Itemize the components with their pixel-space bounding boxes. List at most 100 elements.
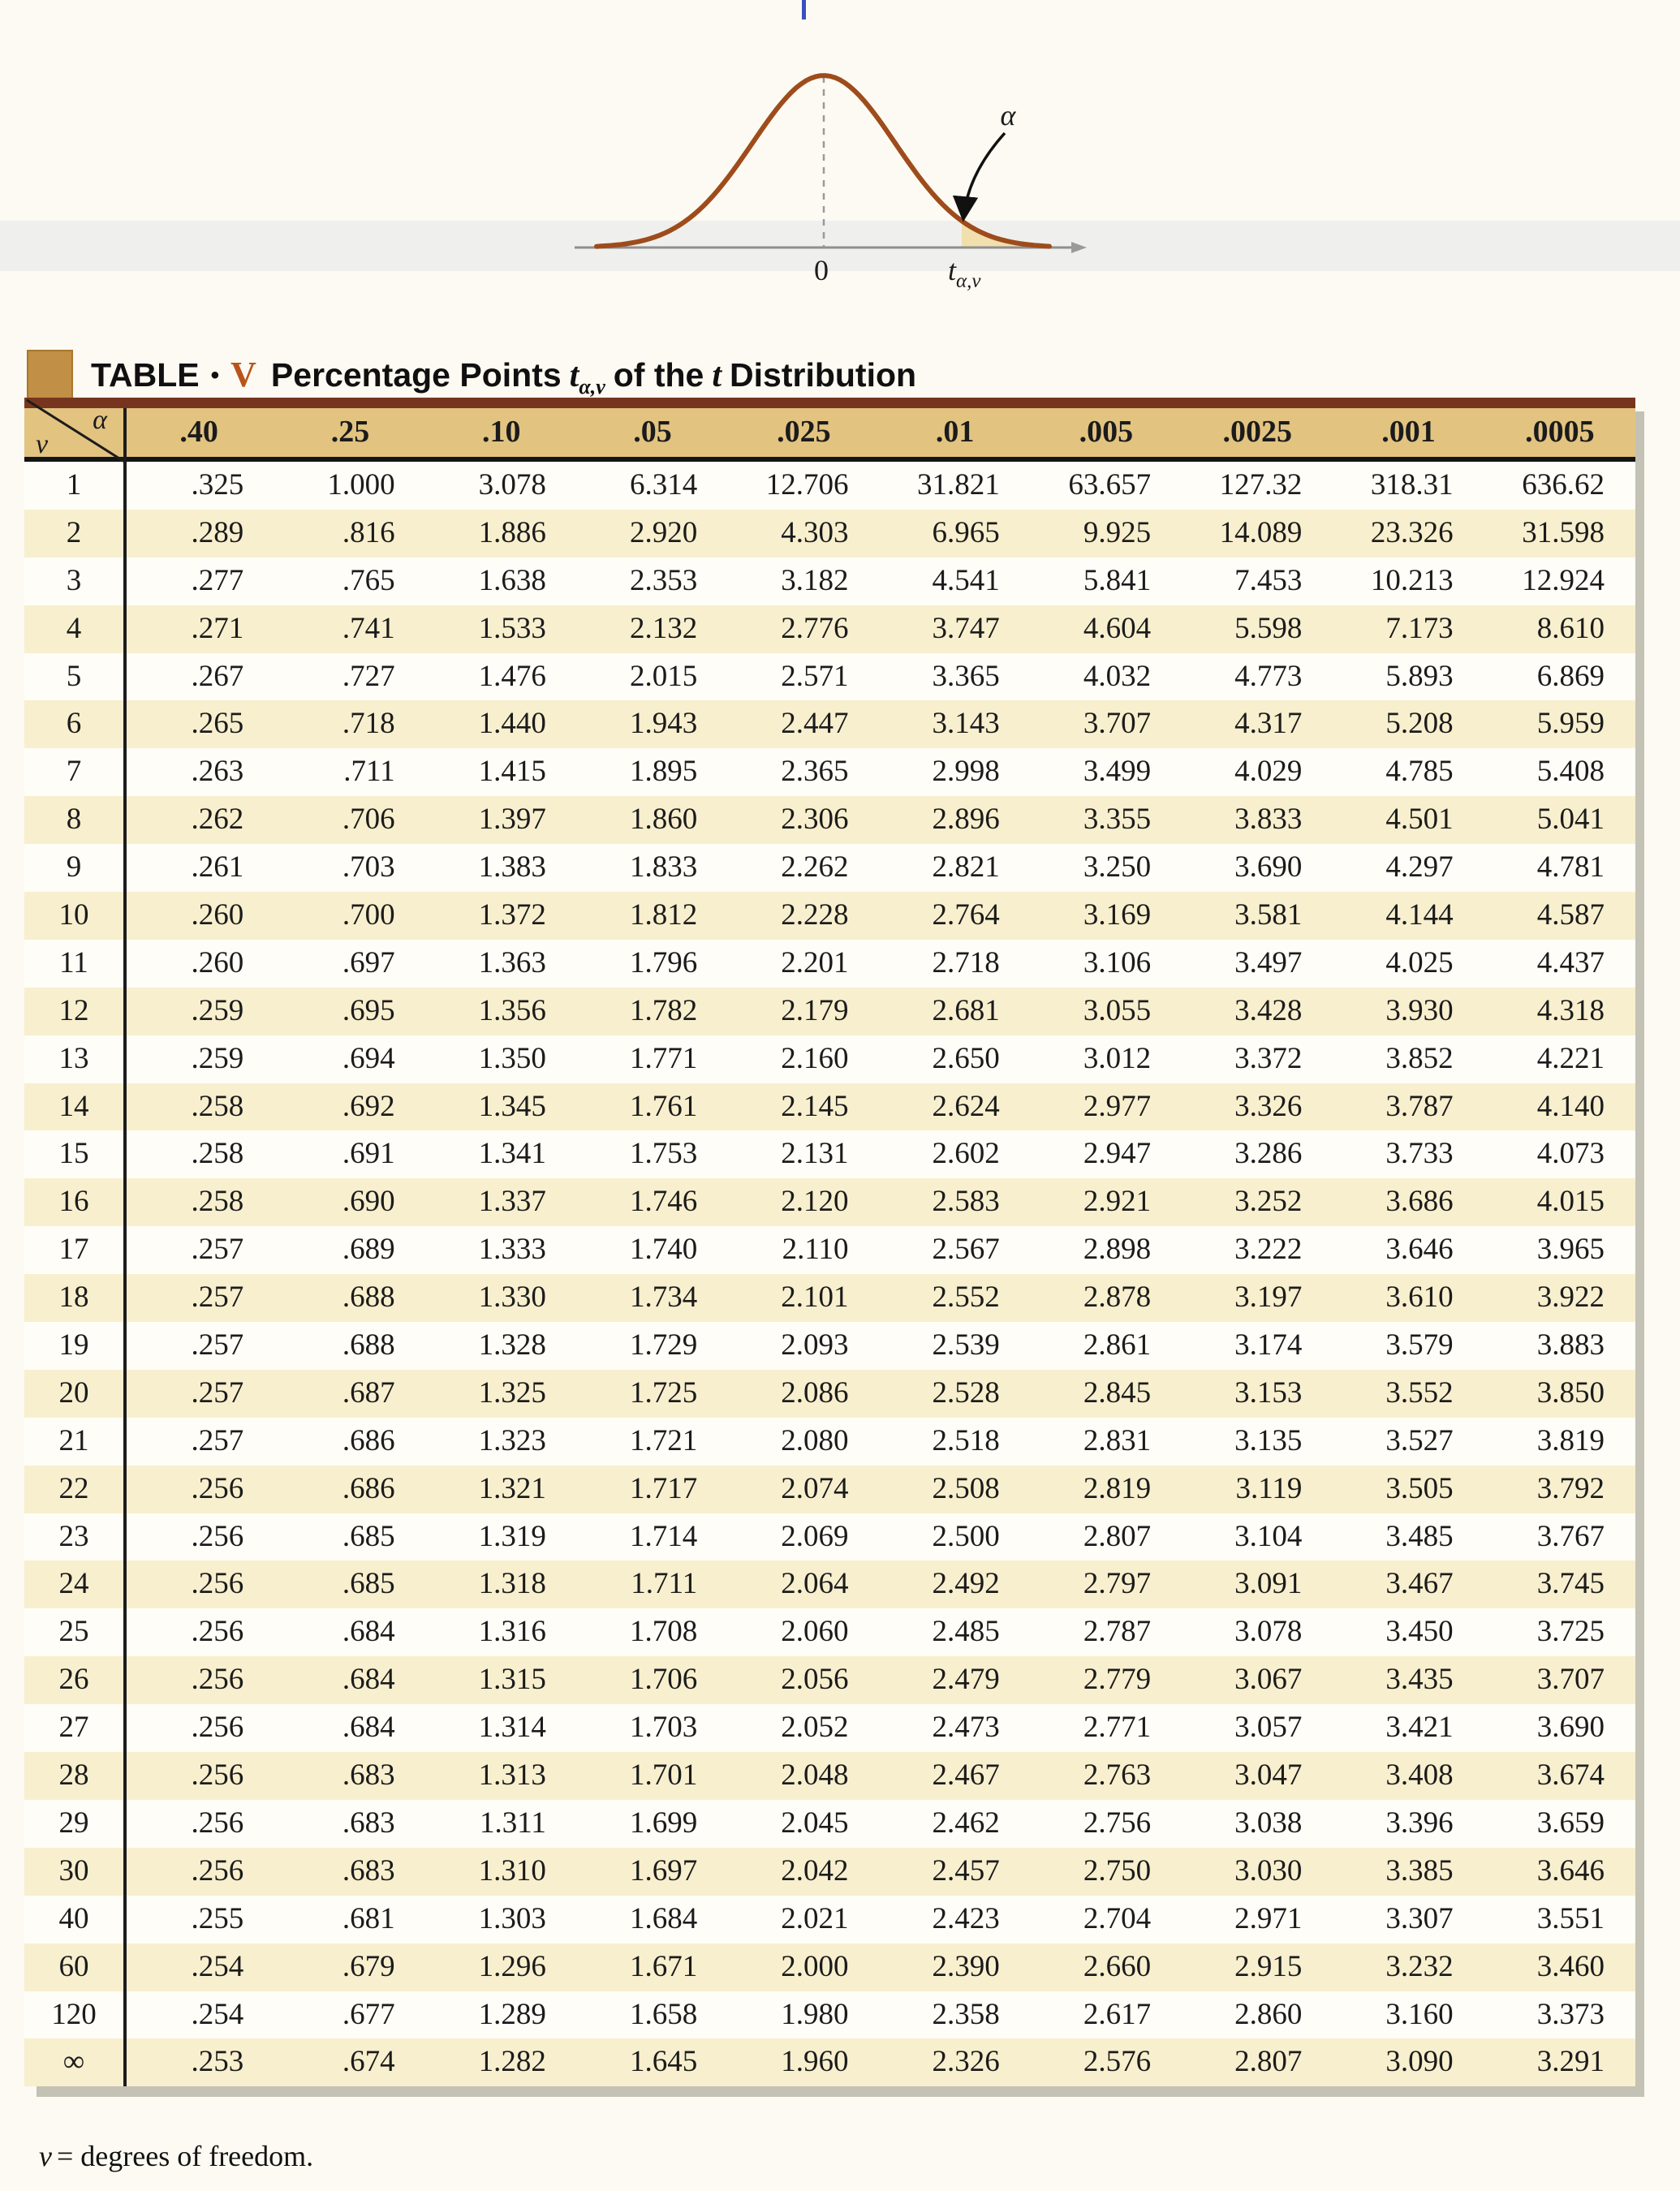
value-cell: 5.408: [1536, 755, 1605, 789]
t-critical-value-label: tα,ν: [948, 254, 981, 292]
value-cell: 3.428: [1234, 993, 1303, 1027]
value-cell: 2.807: [1234, 2045, 1303, 2079]
value-cell: .703: [342, 850, 395, 885]
table-row: 18 .257 .688 1.330 1.734 2.101 2.552 2.878 3.197…: [24, 1274, 1635, 1323]
value-cell: 2.539: [932, 1328, 1000, 1362]
value-cell: .258: [191, 1089, 244, 1123]
value-cell: .325: [191, 468, 244, 501]
value-cell: 2.831: [1083, 1423, 1152, 1457]
value-cell: 2.056: [781, 1663, 849, 1697]
value-cell: 1.337: [478, 1185, 546, 1219]
page-title: TABLE • V Percentage Points tα,v of the t Distr…: [91, 354, 916, 399]
value-cell: .256: [191, 1567, 244, 1601]
value-cell: .816: [342, 515, 395, 549]
value-cell: 1.330: [478, 1281, 546, 1315]
value-cell: 2.860: [1234, 1997, 1303, 2031]
value-cell: 6.965: [932, 515, 1000, 549]
df-cell: 28: [58, 1758, 89, 1793]
table-row: 60 .254 .679 1.296 1.671 2.000 2.390 2.660 2.915…: [24, 1943, 1635, 1991]
value-cell: 2.074: [781, 1471, 849, 1505]
value-cell: 2.576: [1083, 2045, 1152, 2079]
table-row: 8 .262 .706 1.397 1.860 2.306 2.896 3.355 3.833 4…: [24, 796, 1635, 845]
value-cell: 10.213: [1370, 563, 1454, 597]
df-cell: 22: [58, 1471, 89, 1505]
value-cell: 1.671: [629, 1949, 698, 1983]
value-cell: 2.064: [781, 1567, 849, 1601]
column-header: .001: [1381, 415, 1436, 449]
df-cell: 23: [58, 1519, 89, 1553]
value-cell: 1.356: [478, 993, 546, 1027]
value-cell: 2.971: [1234, 1901, 1303, 1935]
value-cell: 3.326: [1234, 1089, 1303, 1123]
value-cell: 1.717: [629, 1471, 698, 1505]
value-cell: 2.131: [781, 1137, 849, 1171]
value-cell: 3.104: [1234, 1519, 1303, 1553]
value-cell: 1.314: [478, 1711, 546, 1745]
value-cell: 2.750: [1083, 1853, 1152, 1888]
df-cell: 18: [58, 1281, 89, 1315]
value-cell: 63.657: [1068, 468, 1152, 501]
value-cell: 4.029: [1234, 755, 1303, 789]
df-cell: 60: [58, 1949, 89, 1983]
value-cell: 4.604: [1083, 611, 1152, 645]
value-cell: 4.501: [1385, 803, 1454, 837]
df-cell: 26: [58, 1663, 89, 1697]
value-cell: 4.025: [1385, 945, 1454, 979]
value-cell: 2.353: [629, 563, 698, 597]
df-cell: 7: [66, 755, 82, 789]
value-cell: 3.057: [1234, 1711, 1303, 1745]
df-cell: 24: [58, 1567, 89, 1601]
value-cell: 2.000: [781, 1949, 849, 1983]
value-cell: .727: [342, 659, 395, 693]
value-cell: 1.833: [629, 850, 698, 885]
value-cell: 3.373: [1536, 1997, 1605, 2031]
value-cell: 1.415: [478, 755, 546, 789]
value-cell: 4.781: [1536, 850, 1605, 885]
value-cell: 2.467: [932, 1758, 1000, 1793]
value-cell: 2.110: [782, 1233, 849, 1267]
df-cell: 1: [66, 468, 82, 501]
value-cell: .688: [342, 1328, 395, 1362]
value-cell: 1.296: [478, 1949, 546, 1983]
value-cell: 5.598: [1234, 611, 1303, 645]
table-row: 15 .258 .691 1.341 1.753 2.131 2.602 2.947 3.286…: [24, 1130, 1635, 1179]
df-cell: 11: [59, 945, 88, 979]
value-cell: 1.323: [478, 1423, 546, 1457]
column-header: .10: [481, 415, 521, 449]
value-cell: 3.485: [1385, 1519, 1454, 1553]
corner-nu-label: ν: [36, 429, 49, 459]
value-cell: .711: [343, 755, 395, 789]
value-cell: 1.383: [478, 850, 546, 885]
value-cell: .256: [191, 1806, 244, 1840]
value-cell: 1.711: [631, 1567, 698, 1601]
value-cell: 3.435: [1385, 1663, 1454, 1697]
value-cell: 3.674: [1536, 1758, 1605, 1793]
value-cell: 1.701: [629, 1758, 698, 1793]
value-cell: 2.201: [781, 945, 849, 979]
value-cell: 3.090: [1385, 2045, 1454, 2079]
value-cell: .253: [191, 2045, 244, 2079]
value-cell: 1.699: [629, 1806, 698, 1840]
table-row: 4 .271 .741 1.533 2.132 2.776 3.747 4.604 5.598 7…: [24, 605, 1635, 653]
alpha-tail-shaded-region: [962, 221, 1029, 248]
value-cell: 2.042: [781, 1853, 849, 1888]
value-cell: .258: [191, 1137, 244, 1171]
value-cell: 2.915: [1234, 1949, 1303, 1983]
table-row: 23 .256 .685 1.319 1.714 2.069 2.500 2.807 3.104…: [24, 1513, 1635, 1561]
value-cell: 1.753: [629, 1137, 698, 1171]
value-cell: .256: [191, 1853, 244, 1888]
value-cell: .688: [342, 1281, 395, 1315]
value-cell: 2.819: [1083, 1471, 1152, 1505]
value-cell: 2.650: [932, 1041, 1000, 1075]
value-cell: 3.450: [1385, 1615, 1454, 1649]
value-cell: 1.645: [629, 2045, 698, 2079]
value-cell: 2.797: [1083, 1567, 1152, 1601]
value-cell: 3.467: [1385, 1567, 1454, 1601]
df-cell: 14: [58, 1089, 89, 1123]
value-cell: 3.385: [1385, 1853, 1454, 1888]
value-cell: .260: [191, 898, 244, 932]
value-cell: 3.883: [1536, 1328, 1605, 1362]
value-cell: 3.747: [932, 611, 1000, 645]
value-cell: 2.045: [781, 1806, 849, 1840]
value-cell: .256: [191, 1519, 244, 1553]
